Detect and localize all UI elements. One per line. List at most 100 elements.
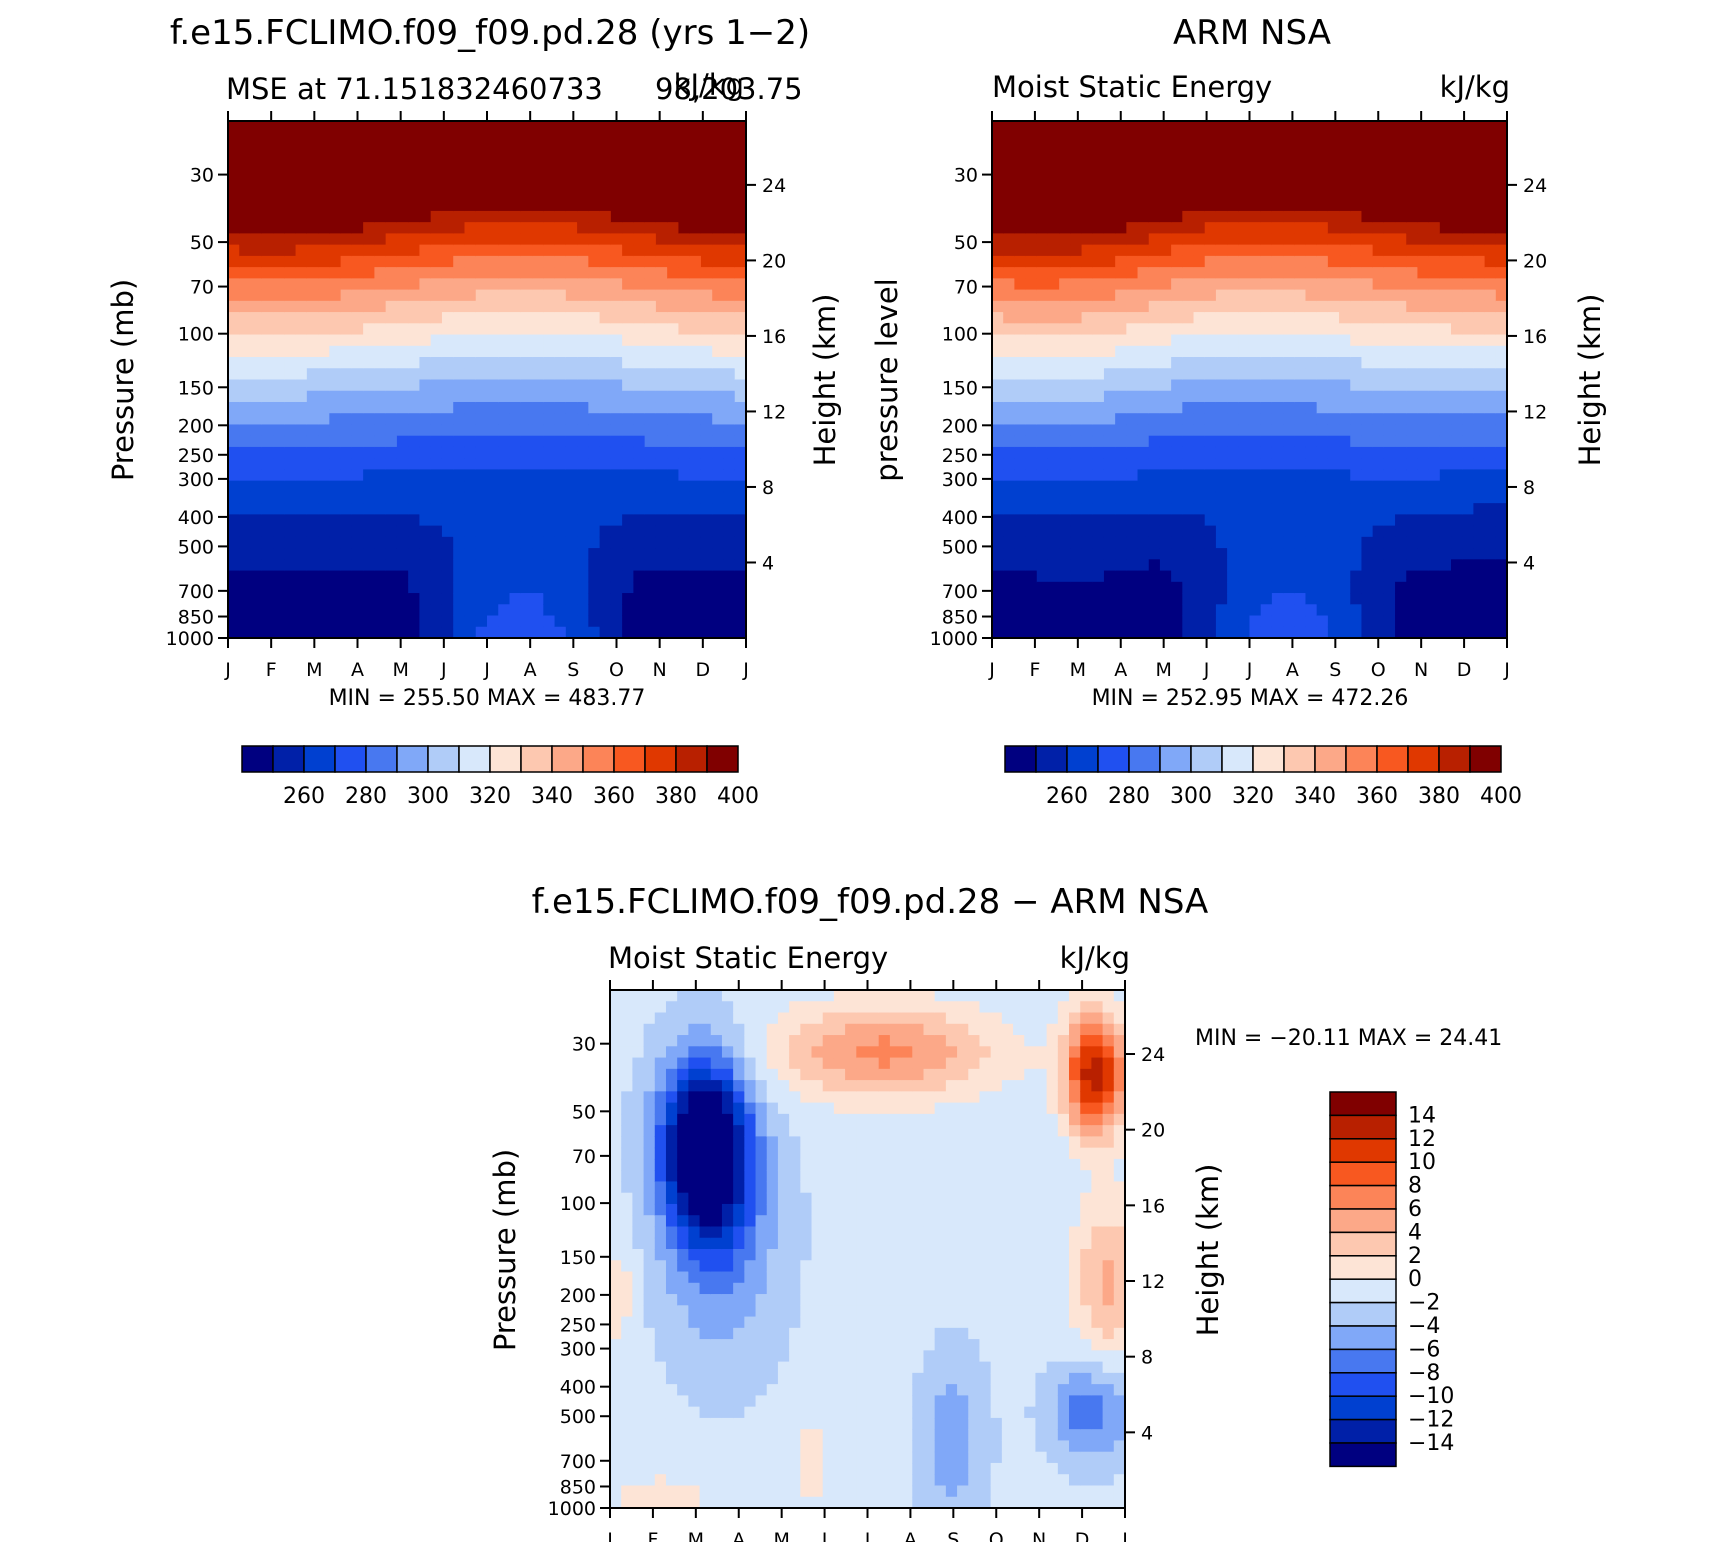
contour-cell <box>1193 334 1206 347</box>
contour-cell <box>239 222 252 234</box>
contour-cell <box>1316 604 1329 617</box>
contour-cell <box>734 154 746 167</box>
contour-cell <box>632 1260 645 1273</box>
contour-cell <box>1350 132 1363 145</box>
contour-cell <box>677 1215 689 1228</box>
contour-cell <box>1383 593 1396 605</box>
contour-cell <box>487 121 499 133</box>
contour-cell <box>351 255 364 268</box>
contour-cell <box>710 1260 723 1273</box>
contour-cell <box>453 312 466 324</box>
contour-cell <box>643 1125 656 1137</box>
contour-cell <box>1238 289 1251 302</box>
contour-cell <box>992 188 1004 201</box>
contour-cell <box>710 1440 723 1453</box>
contour-cell <box>688 1091 701 1104</box>
contour-cell <box>621 1203 633 1216</box>
contour-cell <box>1406 593 1419 605</box>
contour-cell <box>633 503 646 515</box>
contour-cell <box>1014 255 1027 268</box>
contour-cell <box>712 267 725 279</box>
contour-cell <box>363 289 375 302</box>
contour-cell <box>1260 604 1273 617</box>
contour-cell <box>1395 435 1407 448</box>
contour-cell <box>396 132 409 145</box>
contour-cell <box>1439 233 1452 246</box>
contour-cell <box>1070 570 1083 583</box>
contour-cell <box>1473 143 1486 156</box>
contour-cell <box>318 536 330 549</box>
contour-cell <box>1283 368 1295 381</box>
contour-cell <box>520 323 533 336</box>
x-tick-label: M <box>306 659 322 681</box>
contour-cell <box>1439 548 1452 560</box>
contour-cell <box>543 188 556 201</box>
contour-cell <box>688 1080 701 1092</box>
contour-cell <box>1036 278 1049 291</box>
contour-cell <box>1271 503 1284 515</box>
contour-cell <box>487 278 499 291</box>
contour-cell <box>1316 334 1329 347</box>
contour-cell <box>1294 536 1307 549</box>
contour-cell <box>1148 267 1161 279</box>
contour-cell <box>1025 300 1038 313</box>
contour-cell <box>1193 312 1206 324</box>
contour-cell <box>1428 323 1441 336</box>
panel2-subtitle-units: kJ/kg <box>1440 70 1510 104</box>
contour-cell <box>1383 424 1396 437</box>
contour-cell <box>295 244 308 257</box>
contour-cell <box>498 536 511 549</box>
contour-cell <box>588 357 601 369</box>
contour-cell <box>734 458 746 471</box>
contour-cell <box>1014 548 1027 560</box>
contour-cell <box>1249 514 1262 527</box>
contour-cell <box>509 132 522 145</box>
contour-cell <box>1148 210 1161 223</box>
contour-cell <box>733 1215 745 1228</box>
contour-cell <box>1126 334 1139 347</box>
contour-cell <box>633 278 646 291</box>
contour-cell <box>610 1001 622 1014</box>
contour-cell <box>577 334 589 347</box>
contour-cell <box>1137 401 1150 414</box>
contour-cell <box>1238 300 1251 313</box>
contour-cell <box>408 491 421 504</box>
contour-cell <box>1014 626 1027 638</box>
contour-cell <box>1215 413 1228 426</box>
contour-cell <box>1003 289 1015 302</box>
contour-cell <box>1372 357 1385 369</box>
contour-cell <box>633 559 646 572</box>
contour-cell <box>622 480 634 493</box>
contour-cell <box>543 323 556 336</box>
contour-cell <box>689 255 702 268</box>
contour-cell <box>1126 503 1139 515</box>
contour-cell <box>1327 491 1340 504</box>
contour-cell <box>487 424 499 437</box>
contour-cell <box>1215 593 1228 605</box>
contour-cell <box>340 154 353 167</box>
contour-cell <box>1372 267 1385 279</box>
contour-cell <box>441 323 454 336</box>
contour-cell <box>1047 390 1060 403</box>
contour-cell <box>351 368 364 381</box>
contour-cell <box>622 559 634 572</box>
contour-cell <box>1327 626 1340 638</box>
contour-cell <box>610 1181 622 1194</box>
contour-cell <box>689 278 702 291</box>
contour-cell <box>261 390 274 403</box>
contour-cell <box>464 525 477 538</box>
contour-cell <box>318 379 330 392</box>
contour-cell <box>1305 132 1318 145</box>
contour-cell <box>622 177 634 190</box>
contour-cell <box>665 1057 678 1070</box>
contour-cell <box>677 1125 689 1137</box>
contour-cell <box>318 244 330 257</box>
contour-cell <box>340 615 353 628</box>
contour-cell <box>699 1226 712 1239</box>
contour-cell <box>554 312 567 324</box>
contour-cell <box>677 1012 689 1025</box>
contour-cell <box>633 593 646 605</box>
contour-cell <box>665 1237 678 1250</box>
contour-cell <box>351 401 364 414</box>
contour-cell <box>633 525 646 538</box>
